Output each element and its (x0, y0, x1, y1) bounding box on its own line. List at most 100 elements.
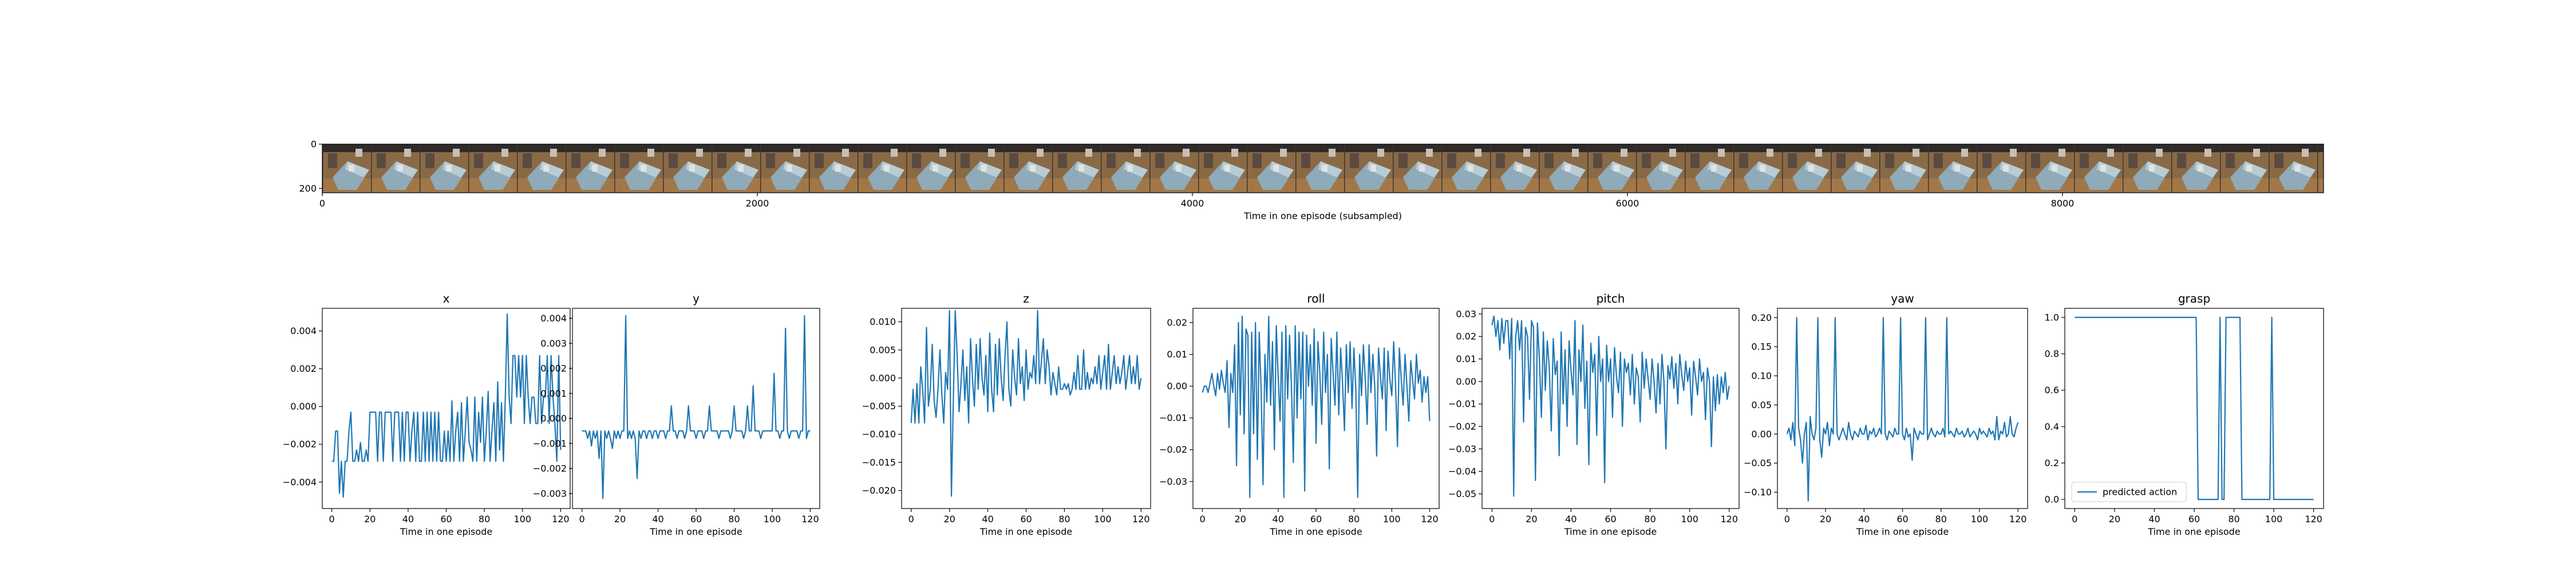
ytick-label: −0.02 (1159, 444, 1187, 455)
series-line-grasp (2075, 316, 2314, 500)
series-line-y (582, 315, 811, 499)
series-line-x (331, 313, 562, 498)
subplot-yaw: yaw 0 20 40 60 80 100 120 −0.10 −0.05 0.00 0.05 0.10… (1744, 292, 2028, 537)
xtick-label: 120 (2305, 514, 2322, 525)
subplot-pitch: pitch 0 20 40 60 80 100 120 −0.05 −0.04 −0.03 −0.02… (1448, 292, 1740, 537)
ytick-label: −0.005 (862, 401, 896, 412)
ytick-label: 0.000 (870, 372, 896, 383)
ytick-label: 0.000 (290, 401, 317, 412)
xtick-label: 80 (1348, 514, 1360, 525)
filmstrip-frame-border (322, 144, 2324, 193)
xtick-label: 80 (728, 514, 740, 525)
xtick-label: 40 (2148, 514, 2160, 525)
xtick-label: 80 (1644, 514, 1656, 525)
xtick-label: 60 (2188, 514, 2200, 525)
xtick-label: 20 (2109, 514, 2120, 525)
legend: predicted action (2071, 482, 2187, 502)
xtick-label: 0 (908, 514, 914, 525)
xlabel: Time in one episode (1856, 526, 1949, 537)
ytick-label: −0.04 (1448, 466, 1476, 477)
xtick-label: 60 (440, 514, 452, 525)
subplot-z: z 0 20 40 60 80 100 120 −0.020 −0.015 −0.010 −0.005… (862, 292, 1151, 537)
filmstrip-xtick-label: 0 (319, 198, 325, 209)
xtick-label: 120 (552, 514, 570, 525)
subplot-title: y (693, 292, 700, 305)
ytick-label: 0.02 (1456, 331, 1476, 342)
ytick-label: −0.004 (283, 476, 317, 487)
xtick-label: 60 (1020, 514, 1032, 525)
xtick-label: 120 (1720, 514, 1738, 525)
ytick-label: 0.002 (290, 363, 317, 374)
ytick-label: 0.003 (540, 338, 567, 349)
ytick-label: −0.05 (1448, 488, 1476, 499)
ytick-label: 0.00 (1456, 376, 1476, 387)
subplot-title: pitch (1597, 292, 1625, 305)
xtick-label: 0 (1199, 514, 1205, 525)
xtick-label: 40 (982, 514, 993, 525)
ytick-label: 0.03 (1456, 308, 1476, 319)
ytick-label: 0.004 (540, 313, 567, 324)
ytick-label: 0.01 (1456, 353, 1476, 364)
subplot-x: x 0 20 40 60 80 100 120 −0.004 −0.002 0.000 0.002 0.… (283, 292, 571, 537)
ytick-label: 0.00 (1751, 428, 1772, 439)
xtick-label: 80 (1935, 514, 1947, 525)
ytick-label: 0.010 (870, 316, 896, 327)
xtick-label: 0 (1784, 514, 1790, 525)
xlabel: Time in one episode (1564, 526, 1657, 537)
subplot-grasp: grasp 0 20 40 60 80 100 120 0.0 0.2 0.4 0.6 0.8 1.0 Ti… (2045, 292, 2324, 537)
series-line-z (910, 309, 1142, 497)
filmstrip-xlabel: Time in one episode (subsampled) (1243, 210, 1402, 221)
ytick-label: 0.4 (2045, 421, 2059, 432)
ytick-label: 0.15 (1751, 341, 1772, 352)
subplot-y: y 0 20 40 60 80 100 120 −0.003 −0.002 −0.001 0.000 0… (533, 292, 820, 537)
xtick-label: 120 (2009, 514, 2027, 525)
ytick-label: 0.005 (870, 344, 896, 355)
filmstrip-ytick-label: 200 (299, 183, 317, 194)
ytick-label: −0.020 (862, 485, 896, 496)
series-line-yaw (1786, 317, 2019, 502)
ytick-label: −0.10 (1744, 487, 1772, 498)
ytick-label: −0.03 (1159, 476, 1187, 487)
subplot-roll: roll 0 20 40 60 80 100 120 −0.03 −0.02 −0.01 0.00 0.… (1159, 292, 1440, 537)
xtick-label: 60 (1605, 514, 1616, 525)
subplot-title: x (443, 292, 450, 305)
legend-box (2071, 482, 2187, 502)
xtick-label: 0 (1489, 514, 1495, 525)
ytick-label: 0.2 (2045, 458, 2059, 468)
xtick-label: 80 (479, 514, 490, 525)
ytick-label: 0.8 (2045, 348, 2059, 359)
ytick-label: 0.20 (1751, 312, 1772, 323)
xtick-label: 100 (1971, 514, 1989, 525)
filmstrip-xtick-label: 2000 (746, 198, 769, 209)
xtick-label: 20 (1235, 514, 1246, 525)
xtick-label: 40 (1273, 514, 1284, 525)
xlabel: Time in one episode (979, 526, 1072, 537)
xtick-label: 20 (614, 514, 626, 525)
subplot-title: yaw (1891, 292, 1914, 305)
series-line-pitch (1491, 315, 1730, 497)
xtick-label: 80 (2228, 514, 2239, 525)
filmstrip-xtick-label: 6000 (1616, 198, 1639, 209)
xtick-label: 40 (652, 514, 663, 525)
xtick-label: 120 (1421, 514, 1439, 525)
xtick-label: 40 (1858, 514, 1870, 525)
ytick-label: 0.01 (1167, 349, 1187, 360)
ytick-label: 0.00 (1167, 381, 1187, 392)
ytick-label: −0.01 (1159, 412, 1187, 423)
xtick-label: 100 (764, 514, 781, 525)
series-line-roll (1202, 315, 1431, 498)
subplot-title: z (1023, 292, 1029, 305)
legend-label: predicted action (2103, 487, 2177, 498)
ytick-label: −0.001 (533, 438, 567, 449)
ytick-label: 0.10 (1751, 371, 1772, 382)
ytick-label: 0.02 (1167, 317, 1187, 328)
ytick-label: −0.002 (283, 439, 317, 450)
ytick-label: 0.6 (2045, 385, 2059, 396)
xtick-label: 20 (1820, 514, 1831, 525)
xtick-label: 40 (402, 514, 414, 525)
subplot-title: roll (1307, 292, 1325, 305)
action-plots: x0 20 40 60 80 100 120−0.004−0.0020.0000.0020.… (283, 292, 2324, 537)
xtick-label: 100 (513, 514, 531, 525)
